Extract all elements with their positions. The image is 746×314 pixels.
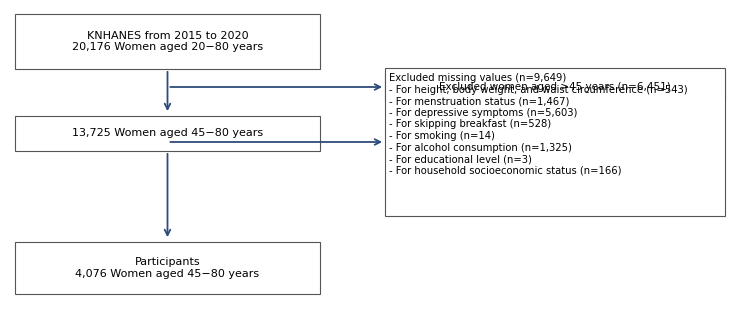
Text: Excluded women aged >45 years (n=6,451): Excluded women aged >45 years (n=6,451) xyxy=(439,82,671,92)
Text: KNHANES from 2015 to 2020
20,176 Women aged 20−80 years: KNHANES from 2015 to 2020 20,176 Women a… xyxy=(72,31,263,52)
Text: 13,725 Women aged 45−80 years: 13,725 Women aged 45−80 years xyxy=(72,128,263,138)
Text: Participants
4,076 Women aged 45−80 years: Participants 4,076 Women aged 45−80 year… xyxy=(75,257,260,279)
FancyBboxPatch shape xyxy=(385,73,725,101)
FancyBboxPatch shape xyxy=(15,14,320,69)
Text: Excluded missing values (n=9,649)
- For height, body weight, and waist circumfer: Excluded missing values (n=9,649) - For … xyxy=(389,73,688,176)
FancyBboxPatch shape xyxy=(15,242,320,294)
FancyBboxPatch shape xyxy=(15,116,320,151)
FancyBboxPatch shape xyxy=(385,68,725,216)
